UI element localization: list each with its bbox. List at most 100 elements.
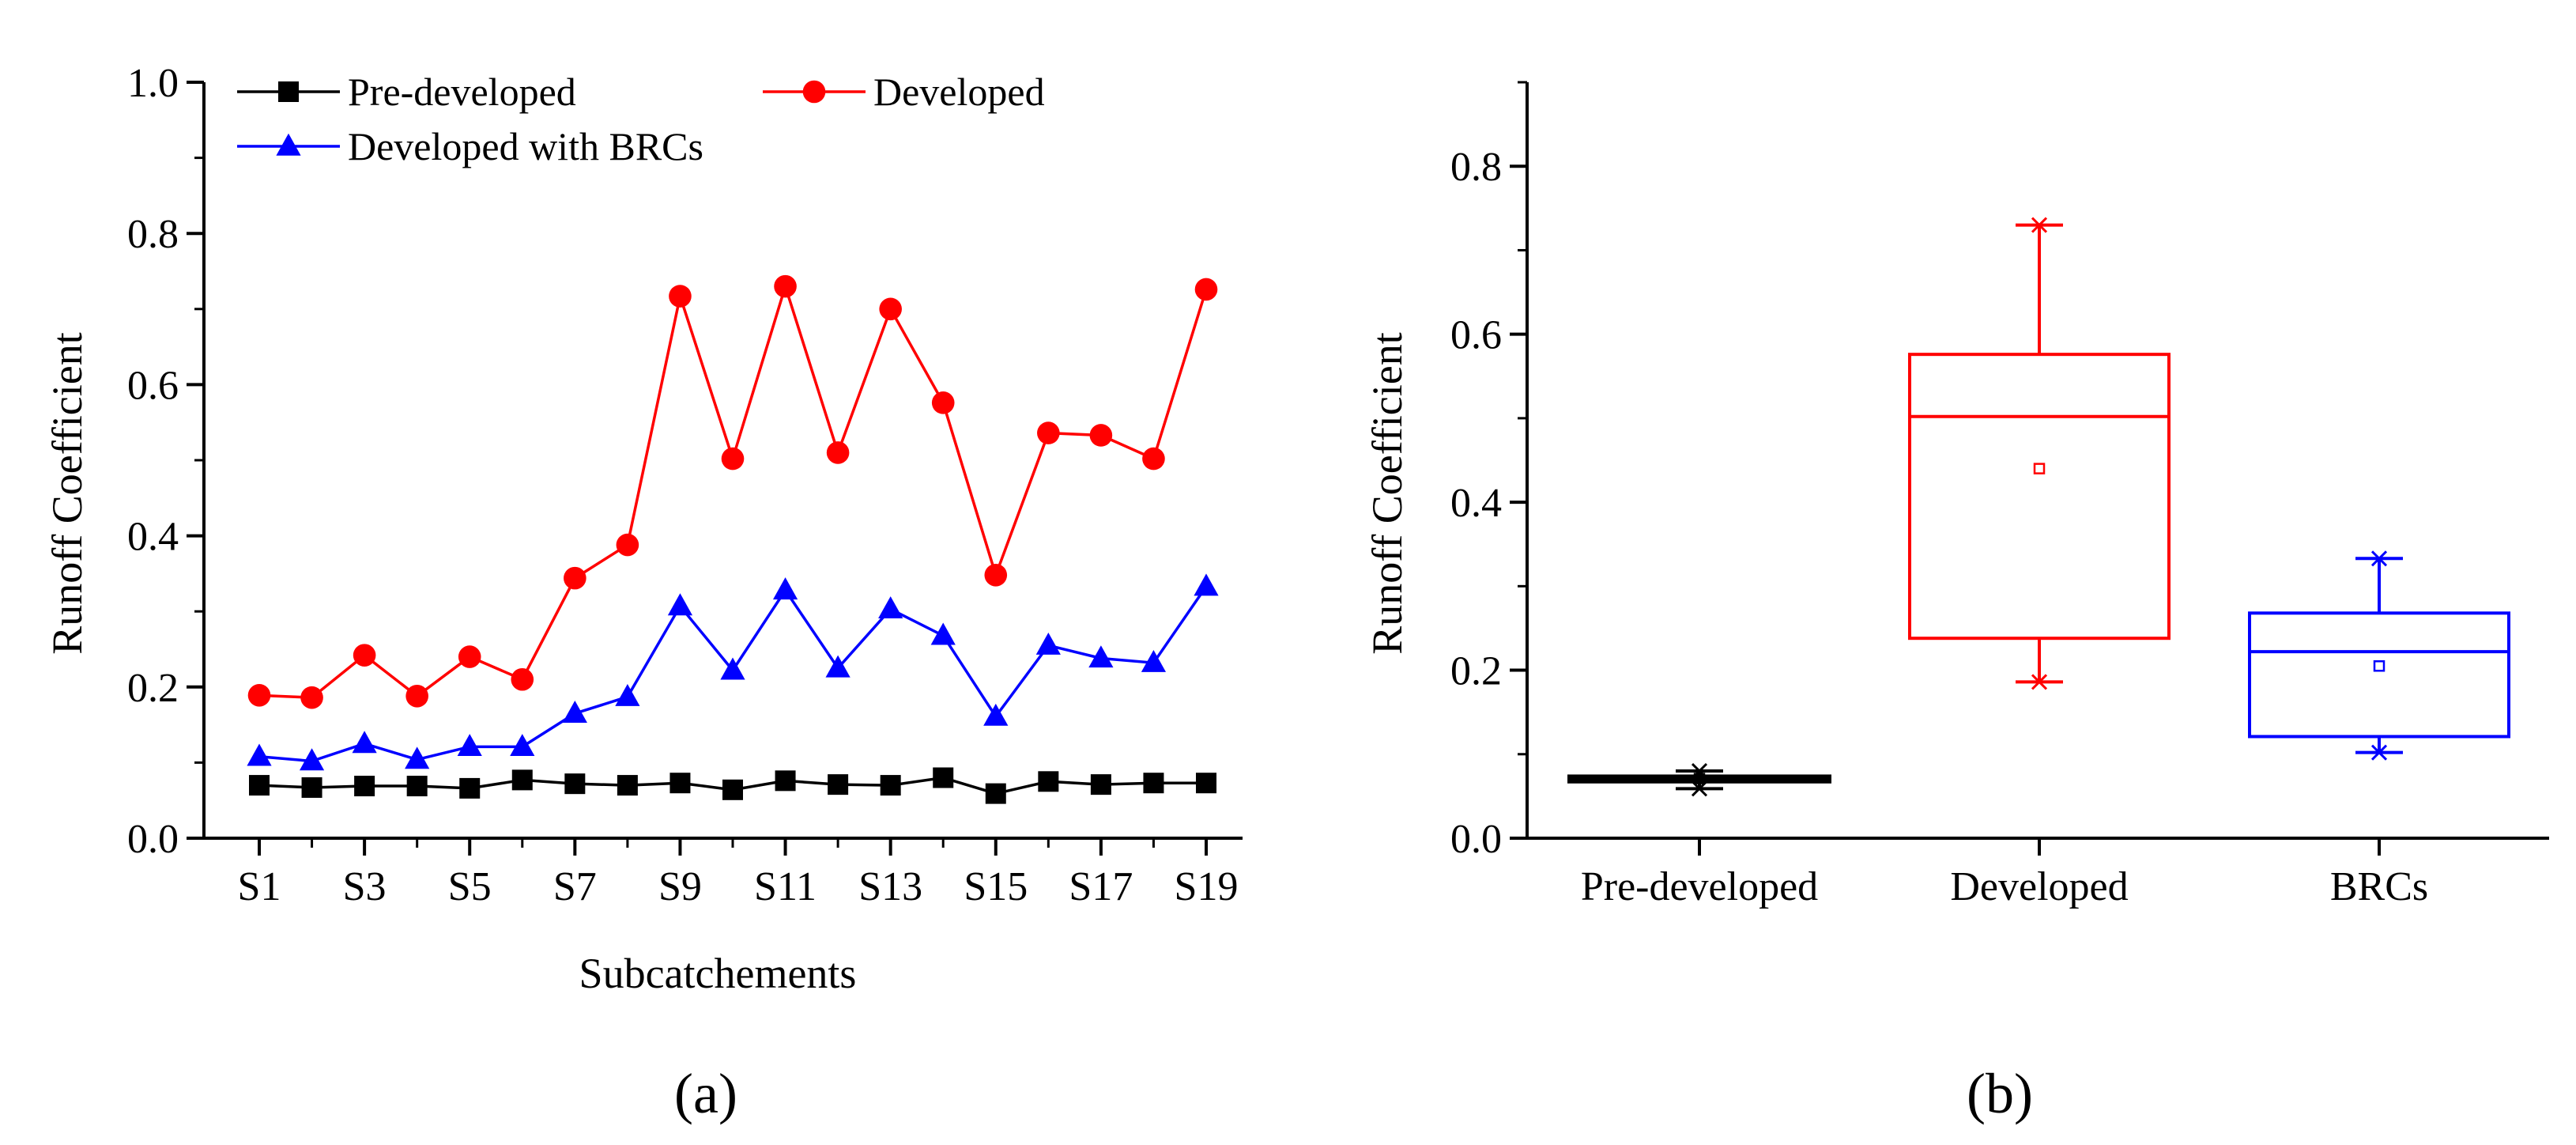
data-point bbox=[931, 391, 955, 414]
x-tick-label: S19 bbox=[1175, 864, 1239, 909]
data-point bbox=[983, 703, 1009, 726]
data-point bbox=[616, 533, 639, 557]
line-chart-legend: Pre-developed Developed Developed with BRC… bbox=[237, 70, 1045, 168]
panel-label-a: (a) bbox=[674, 1062, 737, 1125]
series-developed bbox=[247, 274, 1218, 709]
x-tick-label: S5 bbox=[448, 864, 492, 909]
data-point bbox=[352, 731, 377, 754]
x-tick-label: S13 bbox=[858, 864, 922, 909]
box-plot-y-axis-title: Runoff Coefficient bbox=[1363, 332, 1411, 654]
data-point bbox=[562, 701, 587, 723]
outlier-cross bbox=[2031, 674, 2048, 690]
line-chart-y-axis-title: Runoff Coefficient bbox=[43, 332, 91, 654]
y-tick-label: 0.6 bbox=[1450, 313, 1502, 358]
box-developed bbox=[1908, 217, 2171, 690]
data-point bbox=[720, 657, 745, 680]
y-tick-label: 0.8 bbox=[127, 212, 179, 257]
x-tick-label: S3 bbox=[343, 864, 387, 909]
mean-marker bbox=[2033, 463, 2046, 474]
data-point bbox=[880, 775, 901, 796]
box-plot-panel: 0.0 0.2 0.4 0.6 0.8 Pre-developed Developed BR… bbox=[1363, 81, 2549, 1125]
data-point bbox=[615, 683, 640, 706]
x-tick-label: Developed bbox=[1950, 864, 2128, 909]
data-point bbox=[933, 767, 954, 788]
data-point bbox=[1196, 773, 1216, 794]
data-point bbox=[511, 667, 534, 691]
legend-entry: Developed bbox=[763, 70, 1045, 114]
series-developed-with-brcs bbox=[247, 573, 1219, 771]
x-tick-label: S15 bbox=[964, 864, 1028, 909]
data-point bbox=[825, 655, 850, 678]
data-point bbox=[1194, 573, 1219, 596]
series-pre-developed bbox=[249, 767, 1216, 804]
data-point bbox=[930, 622, 956, 645]
data-point bbox=[1194, 278, 1218, 301]
data-point bbox=[299, 748, 325, 771]
x-tick-label: S9 bbox=[658, 864, 702, 909]
data-point bbox=[617, 775, 638, 796]
data-point bbox=[1037, 421, 1060, 444]
data-point bbox=[405, 746, 430, 769]
x-tick-label: S1 bbox=[238, 864, 281, 909]
data-point bbox=[247, 743, 272, 766]
data-point bbox=[564, 773, 586, 795]
legend-label: Developed with BRCs bbox=[348, 124, 703, 168]
data-point bbox=[459, 777, 481, 799]
legend-label: Developed bbox=[873, 70, 1045, 114]
legend-label: Pre-developed bbox=[348, 70, 576, 114]
y-tick-label: 0.0 bbox=[127, 817, 179, 862]
box-plot-boxes bbox=[1567, 217, 2510, 797]
data-point bbox=[405, 684, 428, 708]
box-plot-axes bbox=[1526, 82, 2549, 840]
line-chart-panel: 0.00.20.40.60.81.0 S1 S3 S5 S7 S9 S11 S13 S15 S1… bbox=[43, 61, 1243, 1125]
y-tick-label: 0.0 bbox=[1450, 817, 1502, 862]
data-point bbox=[722, 779, 743, 800]
data-point bbox=[1089, 424, 1113, 447]
data-point bbox=[984, 564, 1008, 587]
data-point bbox=[772, 577, 798, 600]
box-plot-y-ticks: 0.0 0.2 0.4 0.6 0.8 bbox=[1450, 81, 1527, 862]
data-point bbox=[667, 593, 693, 616]
data-point bbox=[879, 297, 902, 321]
data-point bbox=[774, 274, 797, 298]
legend-marker bbox=[278, 81, 299, 102]
x-tick-label: Pre-developed bbox=[1581, 864, 1818, 909]
data-point bbox=[985, 783, 1006, 804]
data-point bbox=[1090, 774, 1111, 795]
iqr-box bbox=[2248, 611, 2510, 739]
data-point bbox=[564, 566, 586, 590]
line-chart-y-ticks: 0.0 0.2 0.4 0.6 0.8 1.0 bbox=[127, 61, 204, 862]
line-chart-series bbox=[247, 274, 1219, 804]
legend-marker bbox=[276, 133, 301, 156]
data-point bbox=[511, 769, 533, 791]
y-tick-label: 0.8 bbox=[1450, 145, 1502, 190]
x-tick-label: S17 bbox=[1069, 864, 1133, 909]
data-point bbox=[721, 447, 745, 470]
data-point bbox=[1038, 771, 1059, 792]
data-point bbox=[249, 775, 270, 796]
data-point bbox=[406, 776, 428, 797]
data-point bbox=[510, 734, 535, 757]
y-tick-label: 0.4 bbox=[127, 515, 179, 560]
data-point bbox=[301, 777, 322, 798]
data-point bbox=[1143, 773, 1164, 794]
data-point bbox=[247, 684, 271, 707]
data-point bbox=[1088, 645, 1114, 668]
data-point bbox=[1142, 447, 1165, 470]
legend-marker bbox=[802, 80, 826, 104]
data-point bbox=[300, 686, 323, 709]
data-point bbox=[458, 645, 481, 668]
data-point bbox=[354, 776, 375, 797]
line-chart-x-axis-title: Subcatchements bbox=[579, 950, 857, 997]
iqr-box bbox=[1908, 353, 2171, 641]
mean-marker bbox=[2373, 659, 2386, 672]
y-tick-label: 0.2 bbox=[1450, 649, 1502, 694]
y-tick-label: 1.0 bbox=[127, 61, 179, 106]
panel-label-b: (b) bbox=[1967, 1062, 2033, 1125]
outlier-cross bbox=[2370, 744, 2388, 761]
box-brcs bbox=[2248, 550, 2510, 761]
x-tick-label: S11 bbox=[754, 864, 817, 909]
data-point bbox=[826, 441, 850, 464]
legend-entry: Developed with BRCs bbox=[237, 124, 703, 168]
